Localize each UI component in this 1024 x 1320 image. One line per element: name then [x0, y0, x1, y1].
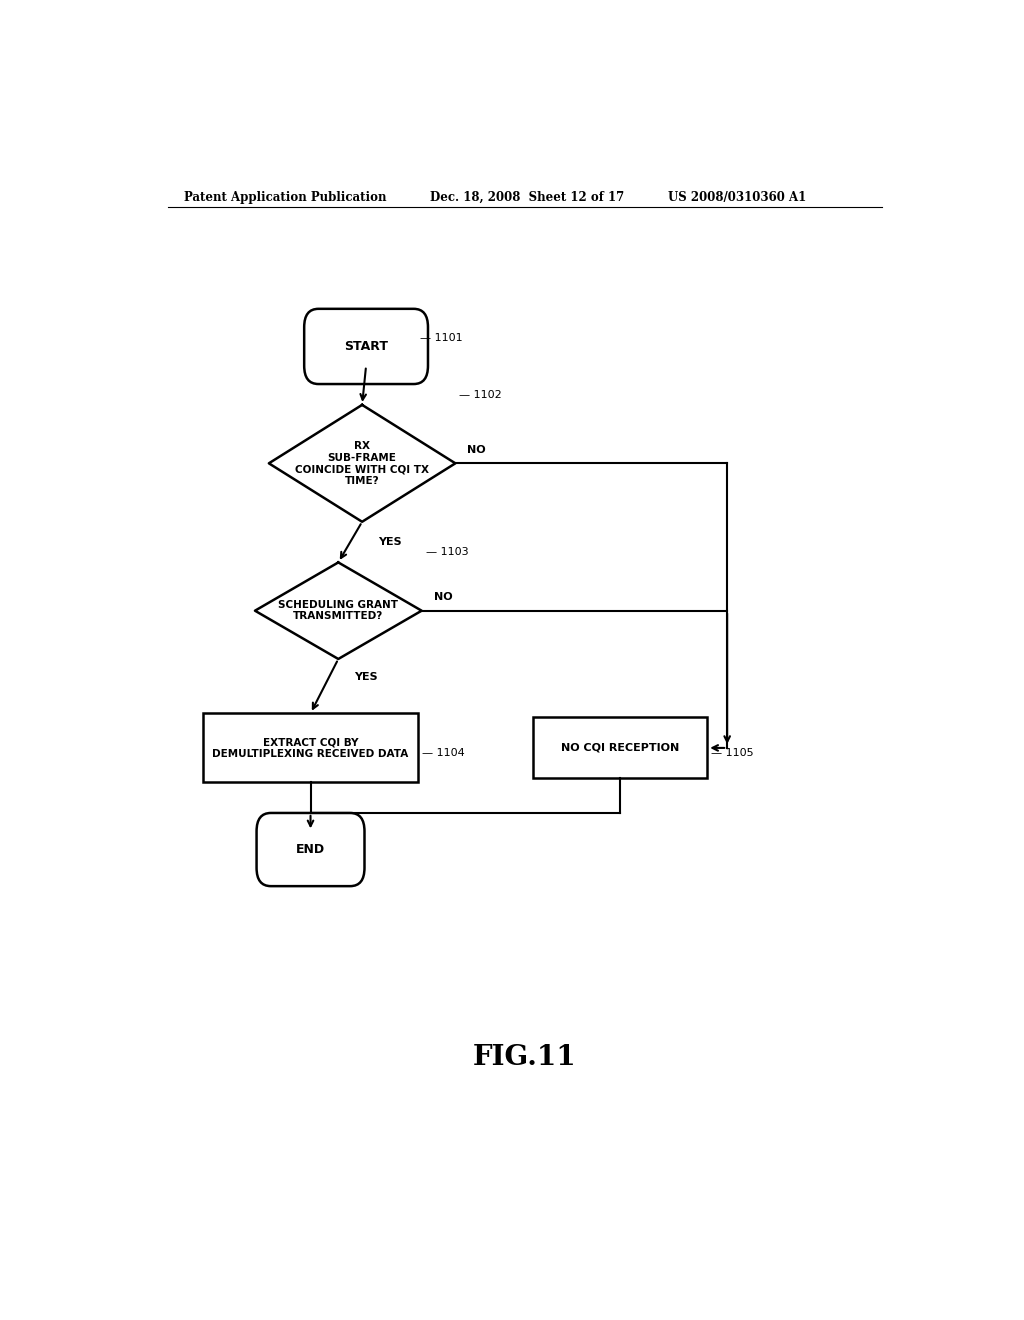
Text: — 1105: — 1105 [712, 748, 754, 758]
Text: — 1104: — 1104 [422, 748, 464, 758]
Polygon shape [255, 562, 422, 659]
Text: Patent Application Publication: Patent Application Publication [183, 190, 386, 203]
Text: YES: YES [378, 537, 401, 546]
Text: — 1101: — 1101 [420, 334, 463, 343]
Text: END: END [296, 843, 325, 857]
Text: FIG.11: FIG.11 [473, 1044, 577, 1072]
FancyBboxPatch shape [257, 813, 365, 886]
Bar [204, 713, 418, 783]
Polygon shape [269, 405, 456, 521]
Text: NO: NO [467, 445, 486, 455]
FancyBboxPatch shape [304, 309, 428, 384]
Text: — 1103: — 1103 [426, 548, 468, 557]
Text: NO CQI RECEPTION: NO CQI RECEPTION [561, 743, 679, 752]
Text: Dec. 18, 2008  Sheet 12 of 17: Dec. 18, 2008 Sheet 12 of 17 [430, 190, 624, 203]
Text: NO: NO [433, 593, 453, 602]
Text: EXTRACT CQI BY
DEMULTIPLEXING RECEIVED DATA: EXTRACT CQI BY DEMULTIPLEXING RECEIVED D… [212, 737, 409, 759]
Bar [532, 718, 708, 779]
Text: RX
SUB-FRAME
COINCIDE WITH CQI TX
TIME?: RX SUB-FRAME COINCIDE WITH CQI TX TIME? [295, 441, 429, 486]
Text: US 2008/0310360 A1: US 2008/0310360 A1 [668, 190, 806, 203]
Text: SCHEDULING GRANT
TRANSMITTED?: SCHEDULING GRANT TRANSMITTED? [279, 599, 398, 622]
Text: — 1102: — 1102 [460, 389, 502, 400]
Text: START: START [344, 341, 388, 352]
Text: YES: YES [354, 672, 378, 682]
